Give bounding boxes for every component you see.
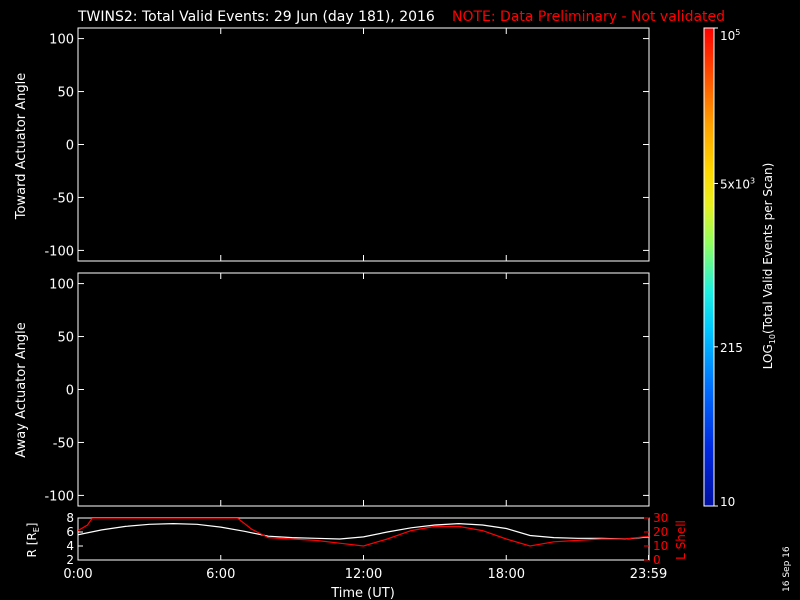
orbit-ytick-right-label: 10: [653, 539, 668, 553]
cb-label-rest: (Total Valid Events per Scan): [761, 163, 775, 334]
orbit-series: [78, 518, 649, 547]
orbit-ytick-left-label: 6: [66, 525, 74, 539]
ytick-label: -100: [44, 489, 74, 504]
xlabel-time: Time (UT): [330, 586, 395, 600]
ytick-label: -100: [44, 244, 74, 259]
ylabel-toward: Toward Actuator Angle: [14, 73, 29, 220]
xtick-label: 23:59: [630, 567, 667, 582]
ytick-label: 50: [57, 86, 74, 101]
colorbar-gradient: [703, 27, 715, 507]
orbit-ytick-left-label: 4: [66, 539, 74, 553]
colorbar-tick-exp: 3: [750, 176, 755, 185]
xtick-label: 18:00: [488, 567, 525, 582]
colorbar-tick-base: 215: [720, 341, 743, 355]
date-stamp: 16 Sep 16: [782, 546, 792, 592]
ylabel-orbit-right: L Shell: [674, 520, 688, 560]
orbit-ytick-left-label: 8: [66, 511, 74, 525]
colorbar-tick-label: 215: [720, 341, 743, 355]
ylabel-away: Away Actuator Angle: [14, 322, 29, 457]
ytick-label: 0: [66, 139, 74, 154]
title-note: NOTE: Data Preliminary - Not validated: [452, 9, 725, 25]
colorbar-tick-base: 10: [720, 495, 735, 509]
colorbar-tick-base: 10: [720, 29, 735, 43]
colorbar-tick-label: 105: [720, 28, 740, 43]
colorbar-label: LOG10(Total Valid Events per Scan): [761, 163, 777, 370]
colorbar-tick-base: 5x10: [720, 177, 750, 191]
cb-label-log: LOG: [761, 344, 775, 369]
cb-label-sub: 10: [768, 334, 777, 344]
ytick-label: -50: [53, 436, 74, 451]
ylabel-r-main: R [R: [25, 532, 39, 557]
ytick-label: 100: [49, 278, 74, 293]
colorbar-tick-exp: 5: [735, 28, 740, 37]
ytick-label: 100: [49, 33, 74, 48]
orbit-ytick-right-label: 0: [653, 553, 661, 567]
series-lshell-line: [78, 518, 649, 547]
ylabel-r-sub: E: [32, 527, 41, 532]
xtick-label: 12:00: [345, 567, 382, 582]
title-main: TWINS2: Total Valid Events: 29 Jun (day …: [77, 9, 435, 25]
panel-toward-ticks: 100 50 0 -50 -100: [44, 28, 650, 261]
ylabel-orbit-left: R [RE]: [25, 523, 41, 558]
series-r-line: [78, 522, 649, 540]
colorbar-tick-label: 5x103: [720, 176, 755, 191]
xtick-label: 0:00: [63, 567, 92, 582]
ytick-label: -50: [53, 191, 74, 206]
colorbar-tick-label: 10: [720, 495, 735, 509]
orbit-ytick-right-label: 30: [653, 511, 668, 525]
ytick-label: 50: [57, 331, 74, 346]
xtick-label: 6:00: [206, 567, 235, 582]
ylabel-r-end: ]: [25, 523, 39, 528]
orbit-ytick-left-label: 2: [66, 553, 74, 567]
panel-toward-heatmap: 100 50 0 -50 -100 Toward Actuator Angle: [14, 27, 650, 262]
panel-away-ticks: 100 50 0 -50 -100: [44, 273, 650, 506]
panel-away-heatmap: 100 50 0 -50 -100 Away Actuator Angle: [14, 272, 650, 507]
ytick-label: 0: [66, 384, 74, 399]
orbit-ytick-right-label: 20: [653, 525, 668, 539]
